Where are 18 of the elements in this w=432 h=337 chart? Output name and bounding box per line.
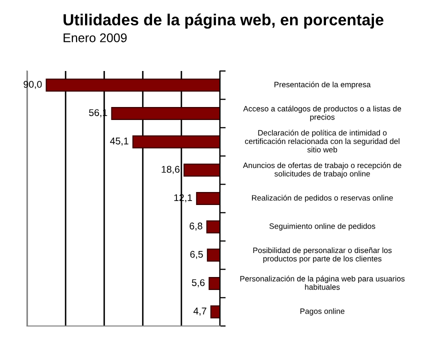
chart-subtitle: Enero 2009 [64,33,127,42]
data-label: 4,7 [193,308,206,316]
bar [196,192,220,206]
bar [46,78,220,92]
bar [132,135,220,148]
bar [111,106,220,120]
bar [206,220,220,234]
bar [210,305,220,318]
data-label: 6,8 [190,222,202,231]
data-label: 5,6 [192,279,205,288]
bar [208,276,220,290]
data-label: 45,1 [110,138,128,146]
data-label: 90,0 [24,80,42,89]
data-label: 18,6 [162,166,180,174]
bar [206,248,220,262]
data-label: 6,5 [190,250,203,259]
bar [184,164,220,177]
chart-title: Utilidades de la página web, en porcentaje [64,14,384,29]
